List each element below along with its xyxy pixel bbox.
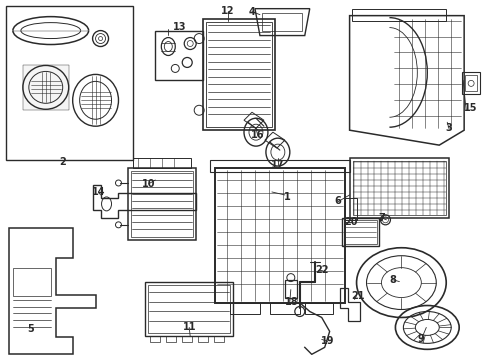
- Bar: [198, 336, 208, 342]
- Text: 14: 14: [92, 187, 105, 197]
- Text: 5: 5: [27, 324, 34, 334]
- Bar: [215, 168, 344, 302]
- Bar: [285, 280, 297, 298]
- Bar: [230, 302, 260, 315]
- Text: 13: 13: [172, 22, 186, 32]
- Text: 7: 7: [378, 213, 385, 223]
- Polygon shape: [23, 66, 69, 110]
- Text: 12: 12: [221, 6, 235, 15]
- Bar: [6, 6, 133, 160]
- Bar: [465, 75, 477, 91]
- Bar: [128, 168, 196, 240]
- Bar: [353, 161, 446, 215]
- Text: 3: 3: [446, 123, 453, 133]
- Bar: [214, 336, 224, 342]
- Text: 22: 22: [315, 265, 328, 275]
- Text: 20: 20: [344, 217, 357, 227]
- Bar: [131, 171, 193, 237]
- Bar: [344, 198, 357, 220]
- Bar: [155, 31, 203, 80]
- Text: 2: 2: [59, 157, 66, 167]
- Bar: [343, 220, 377, 244]
- Bar: [349, 158, 449, 218]
- Text: 21: 21: [351, 291, 364, 301]
- Text: 10: 10: [142, 179, 155, 189]
- Text: 6: 6: [334, 196, 341, 206]
- Bar: [270, 302, 300, 315]
- Bar: [462, 72, 480, 94]
- Text: 9: 9: [418, 334, 425, 345]
- Bar: [148, 285, 230, 333]
- Bar: [262, 13, 302, 31]
- Text: 17: 17: [271, 160, 285, 170]
- Text: 1: 1: [283, 192, 290, 202]
- Bar: [13, 268, 51, 296]
- Bar: [342, 218, 379, 246]
- Bar: [210, 160, 349, 172]
- Bar: [182, 336, 192, 342]
- Text: 16: 16: [251, 130, 265, 140]
- Bar: [133, 158, 191, 168]
- Bar: [166, 336, 176, 342]
- Text: 15: 15: [465, 103, 478, 113]
- Bar: [352, 9, 446, 21]
- Bar: [206, 22, 272, 127]
- Text: 8: 8: [389, 275, 396, 285]
- Bar: [203, 19, 275, 130]
- Text: 19: 19: [321, 336, 335, 346]
- Text: 11: 11: [182, 323, 196, 332]
- Text: 18: 18: [285, 297, 298, 306]
- Bar: [150, 336, 160, 342]
- Bar: [305, 302, 333, 315]
- Text: 4: 4: [248, 6, 255, 17]
- Bar: [146, 282, 233, 336]
